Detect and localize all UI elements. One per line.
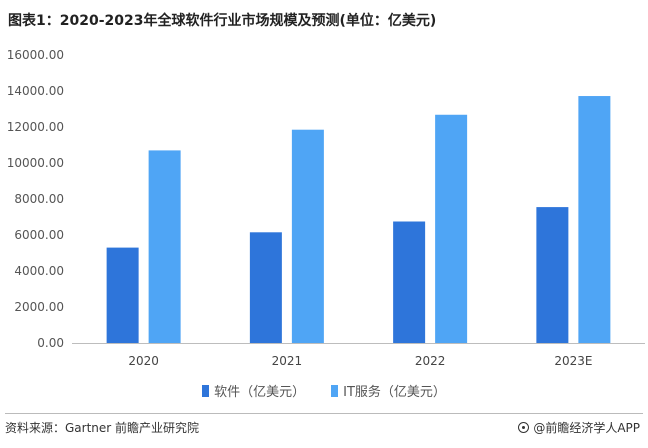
y-tick-label: 6000.00 <box>14 228 64 242</box>
brand-logo-icon <box>518 422 530 433</box>
x-tick-label: 2020 <box>128 354 159 368</box>
y-tick-label: 4000.00 <box>14 264 64 278</box>
brand-credit: @前瞻经济学人APP <box>518 419 640 436</box>
legend-label-software: 软件（亿美元） <box>214 385 306 400</box>
bar-it-services <box>435 114 468 343</box>
source-note: 资料来源：Gartner 前瞻产业研究院 <box>5 421 200 435</box>
y-tick-label: 10000.00 <box>7 156 64 170</box>
y-tick-label: 14000.00 <box>7 84 64 98</box>
y-tick-label: 2000.00 <box>14 300 64 314</box>
bar-software <box>249 232 282 343</box>
y-axis-ticks: 0.00 2000.00 4000.00 6000.00 8000.00 10000.00… <box>7 48 64 350</box>
bar-software <box>106 247 139 343</box>
footer-divider <box>5 413 643 414</box>
legend-item-software: 软件（亿美元） <box>202 381 305 400</box>
legend-swatch-software <box>202 384 210 397</box>
legend-label-it-services: IT服务（亿美元） <box>343 385 446 400</box>
y-tick-label: 0.00 <box>37 336 64 350</box>
bars <box>106 96 611 343</box>
y-tick-label: 8000.00 <box>14 192 64 206</box>
bar-software <box>536 207 569 343</box>
bar-it-services <box>148 150 181 343</box>
bar-it-services <box>291 129 324 343</box>
legend-item-it-services: IT服务（亿美元） <box>331 381 446 400</box>
bar-it-services <box>578 96 611 343</box>
brand-text: @前瞻经济学人APP <box>533 421 640 435</box>
legend-swatch-it-services <box>331 384 339 397</box>
chart-title: 图表1：2020-2023年全球软件行业市场规模及预测(单位：亿美元) <box>8 13 437 29</box>
x-tick-label: 2022 <box>415 354 446 368</box>
x-tick-label: 2021 <box>272 354 303 368</box>
legend: 软件（亿美元） IT服务（亿美元） <box>0 381 648 400</box>
x-axis-ticks: 2020 2021 2022 2023E <box>128 354 592 368</box>
x-tick-label: 2023E <box>554 354 592 368</box>
bar-software <box>393 221 426 343</box>
y-tick-label: 12000.00 <box>7 120 64 134</box>
y-tick-label: 16000.00 <box>7 48 64 62</box>
